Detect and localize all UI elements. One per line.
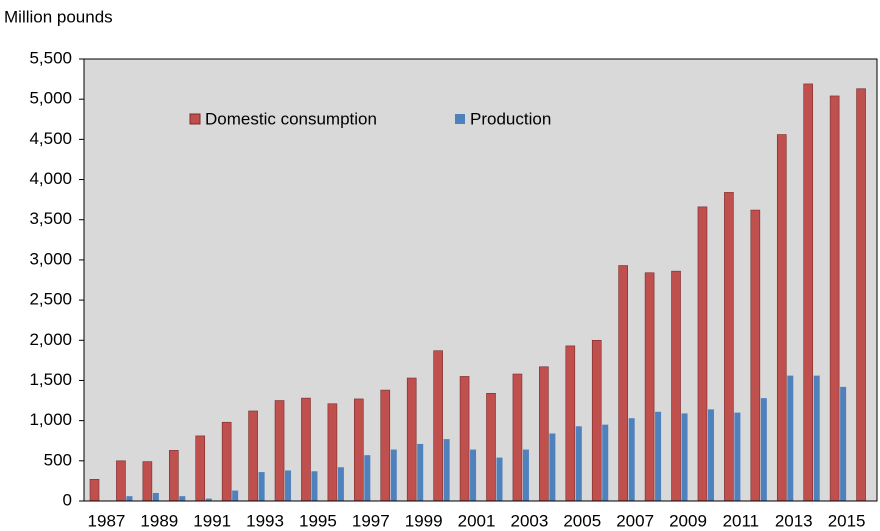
bar — [152, 492, 159, 501]
bar — [116, 460, 126, 502]
bar — [459, 376, 470, 502]
y-tick-label: 4,000 — [29, 169, 72, 188]
bar — [248, 410, 258, 502]
x-tick-label: 1991 — [193, 511, 231, 530]
y-tick-label: 5,000 — [29, 89, 72, 108]
legend-label: Domestic consumption — [205, 109, 377, 128]
bar — [829, 95, 840, 502]
bar — [707, 409, 714, 501]
bar — [301, 397, 311, 502]
bar — [681, 413, 688, 501]
bar — [486, 393, 496, 502]
bar — [327, 403, 338, 502]
bar — [760, 398, 767, 501]
bar — [274, 400, 285, 502]
bar — [575, 426, 582, 501]
x-tick-label: 2001 — [458, 511, 496, 530]
bar — [470, 449, 477, 501]
bar — [813, 375, 820, 501]
bar — [644, 272, 655, 502]
x-tick-label: 2009 — [669, 511, 707, 530]
bar — [179, 496, 186, 501]
bar — [205, 498, 212, 501]
bar — [776, 134, 787, 502]
bar — [734, 412, 741, 501]
plot-area — [83, 58, 878, 502]
y-tick-label: 3,500 — [29, 209, 72, 228]
y-tick-label: 5,500 — [29, 48, 72, 67]
y-tick-label: 1,000 — [29, 410, 72, 429]
bar — [655, 411, 662, 501]
bar — [364, 455, 371, 501]
bar — [232, 490, 239, 501]
x-tick-label: 1987 — [88, 511, 126, 530]
y-tick-label: 2,000 — [29, 330, 72, 349]
y-tick-label: 3,000 — [29, 249, 72, 268]
y-tick-label: 1,500 — [29, 370, 72, 389]
bar — [591, 339, 602, 502]
bar — [787, 375, 794, 501]
bar — [433, 350, 443, 502]
x-tick-label: 1995 — [299, 511, 337, 530]
bar — [354, 398, 364, 502]
x-tick-label: 2007 — [616, 511, 654, 530]
bar — [406, 377, 417, 502]
bar — [221, 421, 232, 502]
y-tick-label: 2,500 — [29, 290, 72, 309]
bar — [671, 270, 681, 502]
bar — [417, 443, 424, 501]
x-tick-label: 2005 — [563, 511, 601, 530]
legend-swatch — [189, 113, 201, 125]
bar — [443, 439, 450, 501]
y-tick-label: 4,500 — [29, 129, 72, 148]
legend-swatch — [455, 114, 465, 124]
bar — [549, 433, 556, 501]
x-tick-label: 1999 — [405, 511, 443, 530]
bar — [337, 467, 344, 501]
x-tick-label: 1993 — [246, 511, 284, 530]
bar — [565, 345, 576, 502]
x-tick-label: 1989 — [140, 511, 178, 530]
bar — [840, 386, 847, 501]
bar — [311, 471, 318, 501]
bar — [496, 457, 503, 501]
bar — [512, 373, 523, 502]
bar — [89, 479, 100, 502]
bar — [724, 192, 734, 502]
bar — [195, 435, 206, 502]
bar — [258, 472, 265, 501]
bar — [750, 209, 761, 502]
bar — [602, 424, 609, 501]
bar — [285, 470, 292, 501]
x-tick-label: 2013 — [775, 511, 813, 530]
bar — [169, 450, 179, 502]
bar — [856, 88, 866, 502]
y-axis-label: Million pounds — [4, 7, 113, 26]
legend-label: Production — [470, 109, 551, 128]
bar — [380, 389, 391, 502]
x-tick-label: 2011 — [723, 511, 760, 530]
x-tick-label: 2003 — [510, 511, 548, 530]
x-tick-label: 2015 — [828, 511, 866, 530]
bar — [618, 265, 628, 502]
bar — [126, 496, 133, 501]
bar — [697, 206, 708, 502]
y-tick-label: 500 — [44, 450, 72, 469]
bar — [142, 461, 153, 502]
bar — [803, 83, 814, 502]
y-tick-label: 0 — [63, 490, 72, 509]
x-tick-label: 1997 — [352, 511, 390, 530]
bar — [522, 449, 529, 501]
bar — [628, 418, 635, 501]
bar — [390, 449, 397, 501]
bar — [539, 366, 549, 502]
